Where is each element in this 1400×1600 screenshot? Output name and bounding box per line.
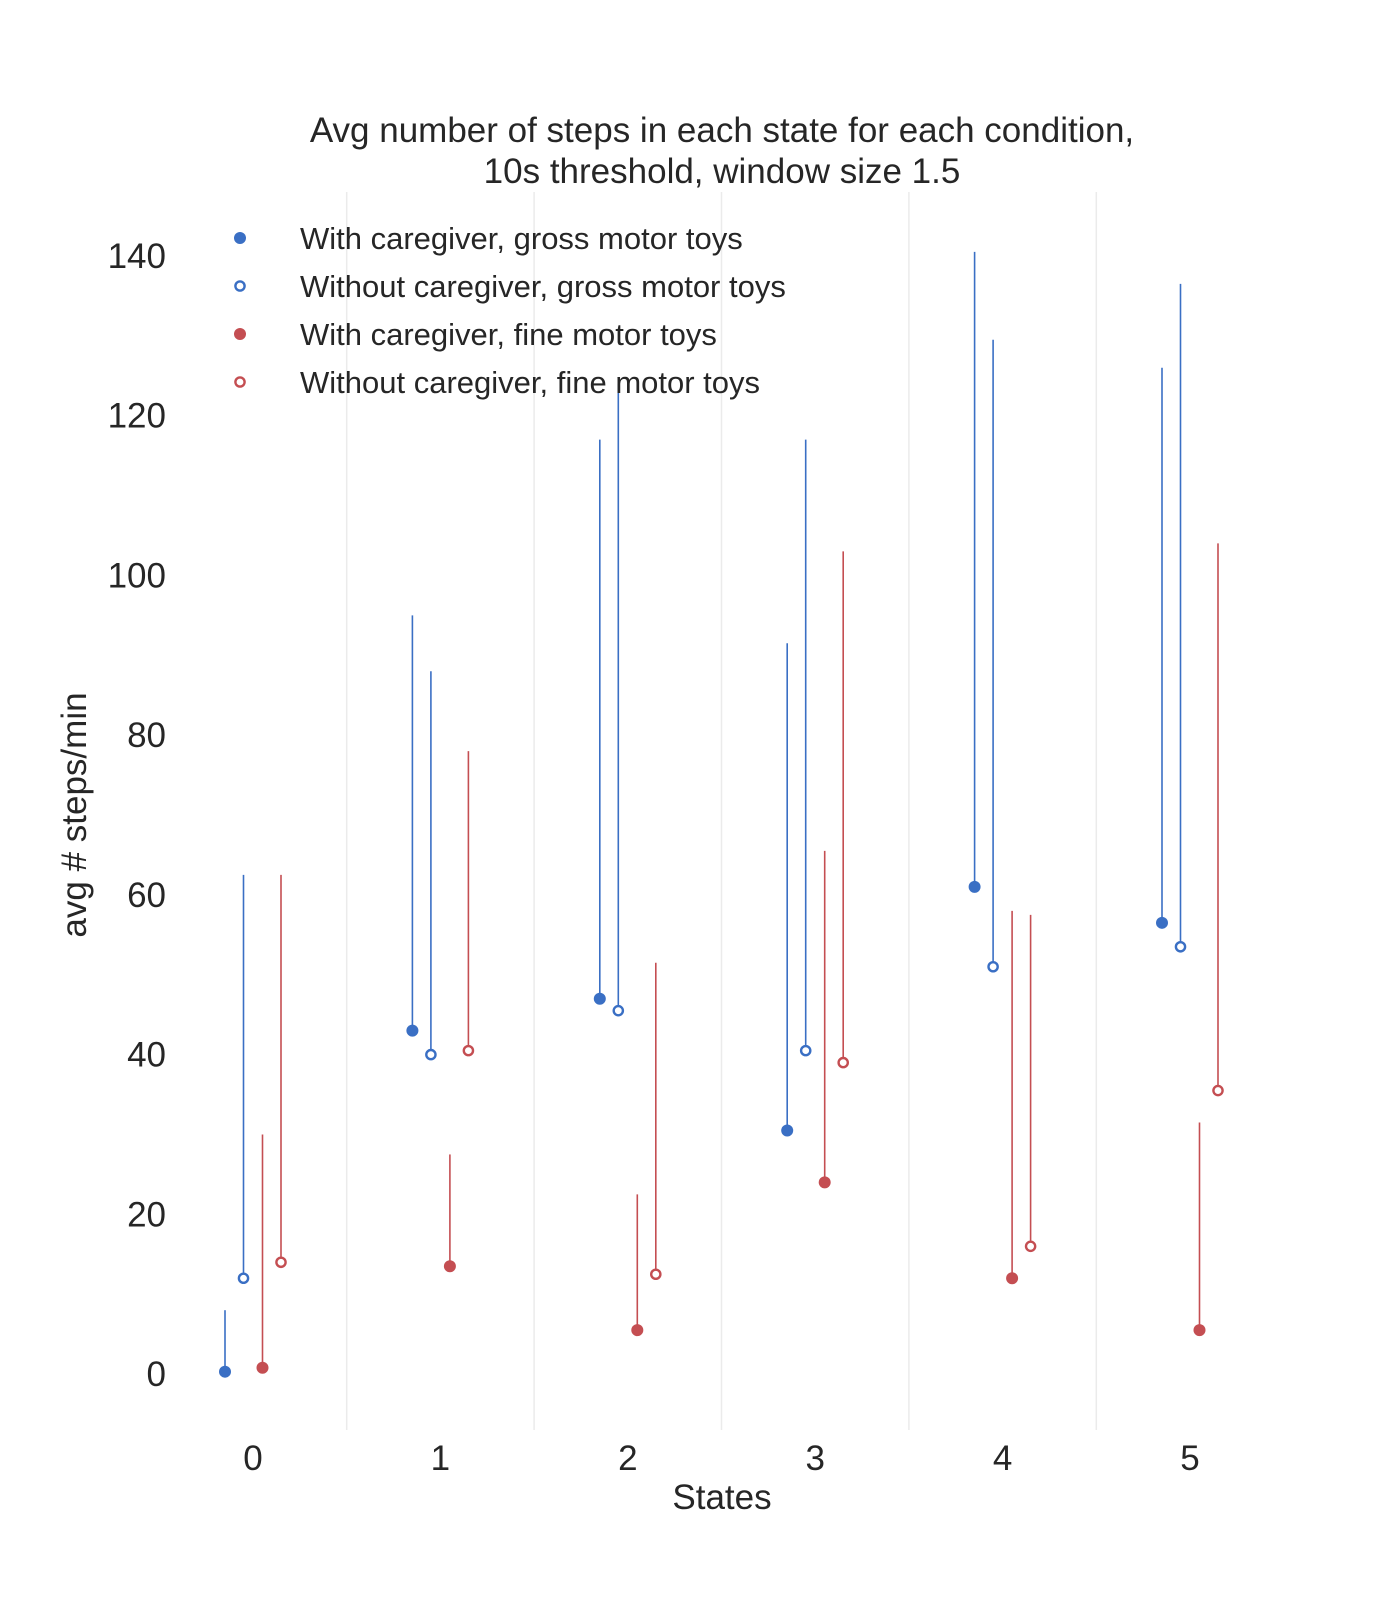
data-point <box>1006 1272 1019 1285</box>
data-point <box>1212 1084 1224 1097</box>
legend-marker <box>234 232 246 244</box>
x-tick-label: 5 <box>1180 1439 1199 1478</box>
data-point <box>406 1024 419 1037</box>
x-axis-label: States <box>672 1478 771 1517</box>
data-point <box>1024 1240 1037 1253</box>
y-tick-labels: 0 20 40 60 80 100 120 140 <box>108 237 166 1394</box>
data-point <box>1156 916 1168 929</box>
data-point <box>1193 1324 1206 1337</box>
x-tick-label: 0 <box>243 1439 262 1478</box>
x-tick-label: 2 <box>618 1439 637 1478</box>
x-tick-label: 1 <box>431 1439 450 1478</box>
x-tick-label: 4 <box>993 1439 1012 1478</box>
x-tick-labels: 0 1 2 3 4 5 <box>243 1439 1199 1478</box>
y-tick-label: 0 <box>147 1355 166 1394</box>
chart-title-line-2: 10s threshold, window size 1.5 <box>484 152 961 191</box>
y-tick-label: 140 <box>108 237 166 276</box>
y-tick-label: 40 <box>127 1036 166 1075</box>
data-point <box>219 1365 231 1378</box>
y-axis-label: avg # steps/min <box>55 692 94 937</box>
data-point <box>256 1361 269 1374</box>
y-tick-label: 100 <box>108 556 166 595</box>
legend-marker <box>234 280 246 292</box>
data-point <box>650 1268 662 1281</box>
grid-lines <box>345 192 1098 1430</box>
legend: With caregiver, gross motor toys Without … <box>234 221 786 400</box>
data-point <box>237 1272 250 1285</box>
data-point <box>593 992 606 1005</box>
data-point <box>837 1056 850 1069</box>
data-point <box>443 1260 456 1273</box>
legend-label: With caregiver, gross motor toys <box>300 221 743 256</box>
y-tick-label: 120 <box>108 397 166 436</box>
series-4 <box>275 543 1224 1281</box>
legend-marker <box>234 328 246 340</box>
data-point <box>818 1176 831 1189</box>
legend-label: With caregiver, fine motor toys <box>300 317 717 352</box>
legend-label: Without caregiver, fine motor toys <box>300 365 760 400</box>
data-point <box>462 1044 475 1057</box>
series-3 <box>256 850 1206 1374</box>
data-point <box>987 960 999 973</box>
series-2 <box>237 283 1187 1285</box>
legend-marker <box>234 376 246 388</box>
data-point <box>612 1004 625 1017</box>
y-tick-label: 60 <box>127 876 166 915</box>
data-point <box>799 1044 812 1057</box>
data-point <box>275 1256 287 1269</box>
data-point <box>1174 940 1187 953</box>
series-1 <box>219 251 1168 1378</box>
data-point <box>781 1124 794 1137</box>
data-marks <box>219 251 1224 1378</box>
legend-label: Without caregiver, gross motor toys <box>300 269 786 304</box>
data-point <box>425 1048 437 1061</box>
y-tick-label: 20 <box>127 1195 166 1234</box>
data-point <box>968 880 981 893</box>
chart-title-line-1: Avg number of steps in each state for ea… <box>310 111 1134 150</box>
y-tick-label: 80 <box>127 716 166 755</box>
x-tick-label: 3 <box>805 1439 824 1478</box>
data-point <box>631 1324 644 1337</box>
